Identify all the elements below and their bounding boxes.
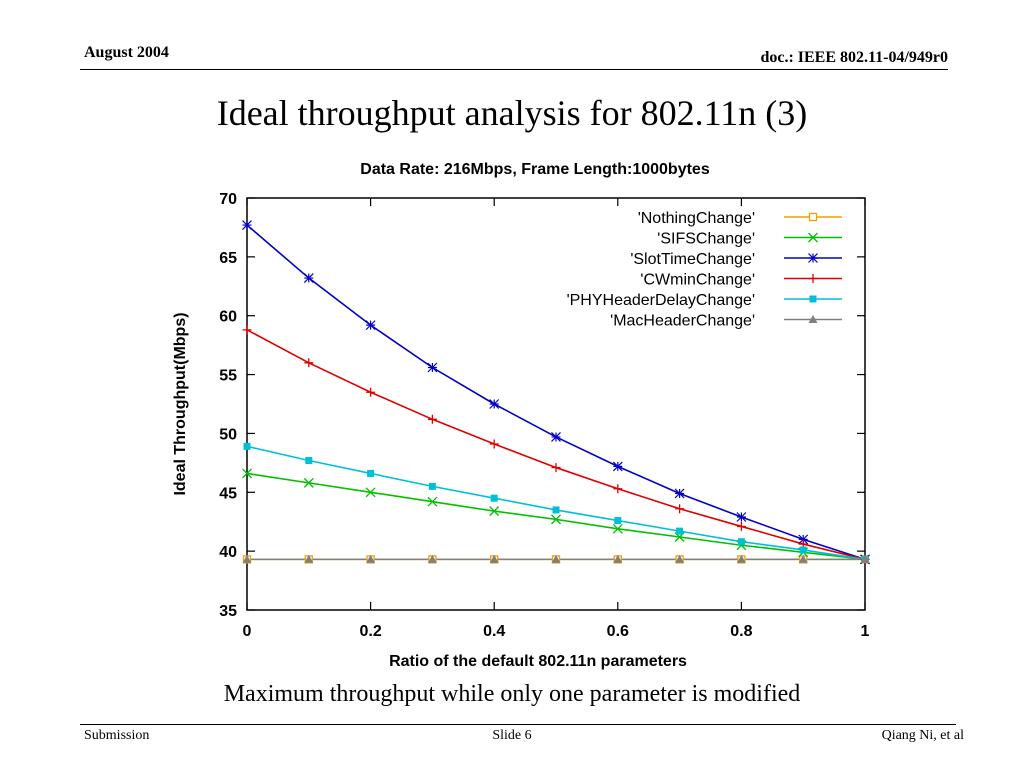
header-rule	[80, 69, 948, 70]
legend-label: 'SIFSChange'	[657, 231, 755, 248]
footer-rule	[80, 724, 956, 725]
footer-submission: Submission	[84, 728, 150, 743]
header-doc-id: doc.: IEEE 802.11-04/949r0	[760, 49, 948, 66]
data-point-s4-0	[243, 442, 251, 450]
data-point-s2-3	[427, 362, 438, 373]
data-point-s2-9	[798, 534, 809, 545]
y-tick-label: 40	[219, 544, 237, 561]
data-point-s4-8	[737, 538, 745, 546]
data-point-s3-1	[304, 358, 314, 368]
data-point-s2-5	[551, 432, 561, 442]
data-point-s4-9	[799, 546, 807, 554]
data-point-s3-3	[427, 414, 437, 424]
x-tick-label: 0.2	[359, 623, 381, 640]
data-point-s5-5	[551, 554, 561, 563]
data-point-s1-0	[242, 468, 252, 479]
y-tick-label: 35	[219, 603, 237, 620]
chart-title: Data Rate: 216Mbps, Frame Length:1000byt…	[360, 161, 710, 178]
data-point-s3-6	[613, 484, 623, 494]
data-point-s5-3	[427, 554, 437, 563]
legend-marker-2	[808, 253, 818, 263]
data-point-s4-2	[367, 469, 375, 477]
legend-label: 'NothingChange'	[638, 210, 755, 227]
legend-marker-1	[808, 232, 818, 243]
legend-label: 'MacHeaderChange'	[610, 313, 755, 330]
data-point-s4-4	[490, 494, 498, 502]
y-tick-label: 45	[219, 485, 237, 502]
data-point-s2-8	[736, 512, 747, 522]
series-markers	[242, 220, 870, 565]
data-point-s1-2	[365, 487, 376, 498]
data-point-s4-7	[676, 527, 684, 535]
x-tick-label: 0	[243, 623, 252, 640]
data-point-s1-6	[612, 523, 623, 534]
data-point-s4-5	[552, 506, 560, 514]
plot-frame	[246, 197, 866, 611]
axis-ticks: 0 0.2 0.4 0.6 0.8 1 35 40 45 50 55 60 65 70	[219, 191, 869, 640]
data-point-s2-1	[303, 273, 314, 283]
data-point-s3-8	[736, 521, 746, 531]
legend-marker-5	[808, 315, 818, 323]
data-point-s5-0	[242, 554, 252, 563]
data-point-s5-9	[798, 554, 808, 563]
footer-authors: Qiang Ni, et al	[881, 728, 964, 743]
data-point-s5-7	[675, 554, 685, 563]
y-tick-label: 60	[219, 309, 237, 326]
data-point-s5-8	[736, 554, 746, 563]
legend: 'NothingChange' 'SIFSChange' 'SlotTimeChan…	[567, 210, 842, 330]
legend-marker-0	[808, 212, 818, 222]
data-point-s2-4	[489, 399, 500, 409]
x-axis-label: Ratio of the default 802.11n parameters	[389, 653, 687, 670]
data-point-s3-4	[489, 439, 499, 449]
data-point-s4-1	[305, 457, 313, 465]
legend-label: 'SlotTimeChange'	[630, 251, 755, 268]
slide-caption: Maximum throughput while only one parame…	[223, 681, 801, 707]
data-point-s3-7	[675, 504, 685, 514]
series-line-3	[246, 329, 866, 561]
x-tick-label: 1	[861, 623, 870, 640]
data-point-s1-5	[551, 514, 561, 525]
y-tick-label: 70	[219, 191, 237, 208]
data-point-s4-3	[428, 482, 436, 490]
x-tick-label: 0.6	[607, 623, 629, 640]
slide-title: Ideal throughput analysis for 802.11n (3…	[216, 93, 808, 133]
header-date: August 2004	[84, 44, 169, 61]
data-point-s2-2	[365, 320, 376, 331]
data-point-s4-6	[614, 517, 622, 525]
legend-marker-4	[809, 295, 817, 303]
x-tick-label: 0.4	[483, 623, 505, 640]
data-point-s1-1	[303, 477, 314, 488]
data-point-s3-2	[366, 387, 376, 397]
data-point-s1-4	[489, 506, 500, 517]
legend-label: 'CWminChange'	[640, 272, 755, 289]
data-point-s1-3	[427, 496, 438, 507]
data-point-s5-1	[304, 554, 314, 563]
data-point-s2-6	[612, 461, 623, 472]
throughput-chart: Data Rate: 216Mbps, Frame Length:1000byt…	[172, 161, 870, 670]
legend-marker-3	[808, 274, 818, 283]
y-tick-label: 65	[219, 250, 237, 267]
footer-slide-number: Slide 6	[492, 728, 532, 743]
legend-label: 'PHYHeaderDelayChange'	[567, 292, 755, 309]
data-point-s2-7	[674, 488, 685, 499]
y-tick-label: 50	[219, 426, 237, 443]
data-point-s5-4	[489, 554, 499, 563]
data-point-s3-0	[242, 325, 252, 335]
data-point-s5-10	[860, 554, 870, 563]
data-point-s3-5	[551, 463, 561, 473]
y-tick-label: 55	[219, 368, 237, 385]
data-point-s5-6	[613, 554, 623, 563]
x-tick-label: 0.8	[730, 623, 752, 640]
data-point-s2-0	[242, 220, 252, 230]
y-axis-label: Ideal Throughput(Mbps)	[172, 312, 189, 495]
data-point-s5-2	[366, 554, 376, 563]
